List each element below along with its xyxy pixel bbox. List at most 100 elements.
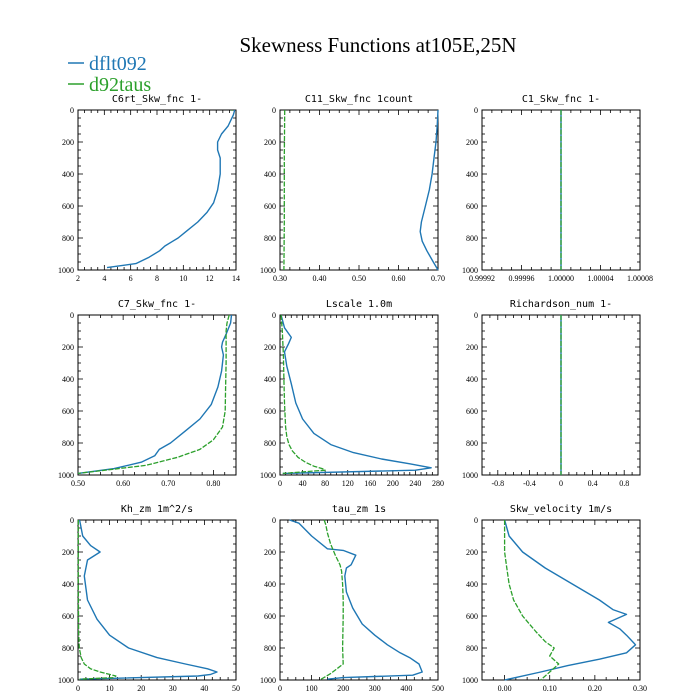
x-tick-label: 0 — [278, 684, 282, 693]
y-tick-label: 0 — [474, 516, 478, 525]
y-tick-label: 0 — [272, 516, 276, 525]
y-tick-label: 600 — [466, 612, 478, 621]
y-tick-label: 200 — [62, 343, 74, 352]
plot-frame — [77, 519, 237, 681]
x-tick-label: 14 — [232, 274, 240, 283]
y-tick-label: 800 — [264, 439, 276, 448]
x-tick-label: 280 — [432, 479, 444, 488]
x-tick-label: 30 — [169, 684, 177, 693]
plot-frame — [279, 519, 439, 681]
panel-title: C1_Skw_fnc 1- — [522, 94, 600, 105]
series-line-d92taus — [77, 520, 117, 680]
x-tick-label: 240 — [409, 479, 421, 488]
x-tick-label: 1.00000 — [548, 274, 574, 283]
x-tick-label: 4 — [102, 274, 106, 283]
y-tick-label: 200 — [466, 548, 478, 557]
plot-frame — [77, 314, 237, 476]
y-tick-label: 1000 — [260, 471, 276, 480]
x-tick-label: 0.8 — [619, 479, 629, 488]
y-tick-label: 800 — [62, 234, 74, 243]
x-tick-label: 0.50 — [71, 479, 85, 488]
y-tick-label: 200 — [264, 138, 276, 147]
panel-title: Skw_velocity 1m/s — [510, 504, 612, 515]
x-tick-label: 400 — [400, 684, 412, 693]
x-tick-label: 0.10 — [543, 684, 557, 693]
x-tick-label: 6 — [129, 274, 133, 283]
x-tick-label: 0.60 — [392, 274, 406, 283]
y-tick-label: 0 — [474, 311, 478, 320]
y-tick-label: 800 — [264, 644, 276, 653]
x-tick-label: 0.00 — [498, 684, 512, 693]
x-tick-label: 160 — [364, 479, 376, 488]
series-line-dflt092 — [503, 519, 637, 681]
series-line-dflt092 — [106, 109, 236, 269]
panel-title: C6rt_Skw_fnc 1- — [112, 94, 202, 105]
y-tick-label: 200 — [466, 138, 478, 147]
x-tick-label: 12 — [206, 274, 214, 283]
series-line-dflt092 — [419, 109, 439, 271]
series-line-dflt092 — [77, 314, 233, 475]
x-tick-label: 40 — [299, 479, 307, 488]
y-tick-label: 0 — [70, 106, 74, 115]
plot-frame — [279, 314, 439, 476]
series-line-d92taus — [320, 519, 344, 680]
x-tick-label: 0 — [76, 684, 80, 693]
y-tick-label: 200 — [264, 343, 276, 352]
y-tick-label: 600 — [466, 202, 478, 211]
y-tick-label: 600 — [264, 407, 276, 416]
y-tick-label: 800 — [62, 439, 74, 448]
x-tick-label: 10 — [179, 274, 187, 283]
y-tick-label: 1000 — [58, 266, 74, 275]
y-tick-label: 800 — [62, 644, 74, 653]
y-tick-label: 0 — [70, 311, 74, 320]
x-tick-label: 0.4 — [588, 479, 598, 488]
y-tick-label: 800 — [466, 234, 478, 243]
x-tick-label: -0.4 — [523, 479, 536, 488]
y-tick-label: 400 — [466, 580, 478, 589]
y-tick-label: 0 — [70, 516, 74, 525]
panel-title: C11_Skw_fnc 1count — [305, 94, 413, 105]
panel-title: tau_zm 1s — [332, 504, 386, 515]
y-tick-label: 0 — [272, 311, 276, 320]
y-tick-label: 1000 — [462, 471, 478, 480]
plot-frame — [279, 109, 439, 271]
x-tick-label: 0.40 — [313, 274, 327, 283]
y-tick-label: 800 — [264, 234, 276, 243]
y-tick-label: 200 — [62, 138, 74, 147]
series-line-dflt092 — [78, 519, 218, 680]
panel-6: Richardson_num 1- 0 200 400 600 800 1000 -0.8 -0… — [462, 299, 641, 488]
x-tick-label: 100 — [306, 684, 318, 693]
legend: dflt092 d92taus — [68, 53, 151, 96]
x-tick-label: 300 — [369, 684, 381, 693]
x-tick-label: 10 — [106, 684, 114, 693]
y-tick-label: 1000 — [58, 471, 74, 480]
x-tick-label: 0.99992 — [469, 274, 495, 283]
y-tick-label: 600 — [62, 202, 74, 211]
series-line-d92taus — [283, 109, 286, 271]
y-tick-label: 400 — [62, 580, 74, 589]
x-tick-label: 2 — [76, 274, 80, 283]
x-tick-label: 0.60 — [116, 479, 130, 488]
x-tick-label: 0.20 — [588, 684, 602, 693]
x-tick-label: 0 — [559, 479, 563, 488]
y-tick-label: 200 — [466, 343, 478, 352]
y-tick-label: 400 — [264, 580, 276, 589]
legend-label-dflt092: dflt092 — [89, 53, 147, 75]
y-tick-label: 600 — [264, 612, 276, 621]
x-tick-label: 0.99996 — [509, 274, 535, 283]
y-tick-label: 600 — [62, 407, 74, 416]
y-tick-label: 400 — [264, 170, 276, 179]
x-tick-label: 200 — [337, 684, 349, 693]
plot-frame — [77, 109, 237, 271]
legend-label-d92taus: d92taus — [89, 74, 151, 96]
series-line-dflt092 — [289, 519, 423, 680]
x-tick-label: 0.70 — [161, 479, 175, 488]
x-tick-label: 1.00004 — [588, 274, 614, 283]
panel-9: Skw_velocity 1m/s 0 200 400 600 800 1000 0.00 0.… — [462, 504, 647, 693]
x-tick-label: 0 — [278, 479, 282, 488]
